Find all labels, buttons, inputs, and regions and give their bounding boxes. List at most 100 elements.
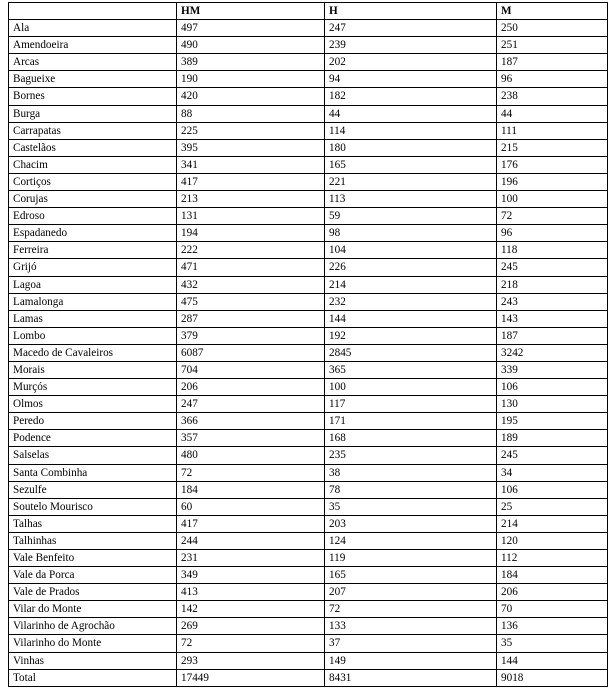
- cell-m: 111: [497, 122, 608, 139]
- cell-name: Peredo: [9, 413, 177, 430]
- cell-name: Total: [9, 669, 177, 686]
- cell-h: 37: [325, 635, 497, 652]
- cell-h: 133: [325, 618, 497, 635]
- cell-hm: 471: [177, 259, 325, 276]
- cell-m: 187: [497, 327, 608, 344]
- cell-hm: 366: [177, 413, 325, 430]
- table-row: Espadanedo1949896: [9, 225, 608, 242]
- cell-h: 221: [325, 173, 497, 190]
- cell-h: 104: [325, 242, 497, 259]
- cell-m: 251: [497, 37, 608, 54]
- table-row: Olmos247117130: [9, 396, 608, 413]
- cell-hm: 395: [177, 139, 325, 156]
- cell-hm: 417: [177, 515, 325, 532]
- cell-name: Vinhas: [9, 652, 177, 669]
- table-row: Sezulfe18478106: [9, 481, 608, 498]
- cell-name: Lamalonga: [9, 293, 177, 310]
- cell-h: 144: [325, 310, 497, 327]
- cell-name: Sezulfe: [9, 481, 177, 498]
- cell-h: 235: [325, 447, 497, 464]
- cell-m: 112: [497, 550, 608, 567]
- table-row: Vale da Porca349165184: [9, 567, 608, 584]
- cell-name: Cortiços: [9, 173, 177, 190]
- cell-name: Salselas: [9, 447, 177, 464]
- table-row: Vale de Prados413207206: [9, 584, 608, 601]
- header-h: H: [325, 3, 497, 20]
- table-row: Talhinhas244124120: [9, 532, 608, 549]
- header-m: M: [497, 3, 608, 20]
- table-row: Vilarinho de Agrochão269133136: [9, 618, 608, 635]
- cell-m: 106: [497, 481, 608, 498]
- cell-name: Vilar do Monte: [9, 601, 177, 618]
- table-row: Vale Benfeito231119112: [9, 550, 608, 567]
- cell-h: 119: [325, 550, 497, 567]
- cell-hm: 357: [177, 430, 325, 447]
- cell-name: Ferreira: [9, 242, 177, 259]
- cell-hm: 72: [177, 464, 325, 481]
- cell-h: 2845: [325, 344, 497, 361]
- table-row: Vilarinho do Monte723735: [9, 635, 608, 652]
- cell-name: Burga: [9, 105, 177, 122]
- cell-m: 218: [497, 276, 608, 293]
- header-hm: HM: [177, 3, 325, 20]
- table-row: Castelãos395180215: [9, 139, 608, 156]
- cell-hm: 142: [177, 601, 325, 618]
- cell-name: Macedo de Cavaleiros: [9, 344, 177, 361]
- table-row: Amendoeira490239251: [9, 37, 608, 54]
- cell-h: 117: [325, 396, 497, 413]
- cell-name: Talhinhas: [9, 532, 177, 549]
- cell-h: 72: [325, 601, 497, 618]
- cell-m: 25: [497, 498, 608, 515]
- cell-name: Bornes: [9, 88, 177, 105]
- cell-h: 232: [325, 293, 497, 310]
- cell-m: 96: [497, 71, 608, 88]
- cell-m: 136: [497, 618, 608, 635]
- cell-hm: 269: [177, 618, 325, 635]
- cell-h: 35: [325, 498, 497, 515]
- cell-name: Ala: [9, 20, 177, 37]
- table-row: Total1744984319018: [9, 669, 608, 686]
- cell-m: 243: [497, 293, 608, 310]
- population-table: HM H M Ala497247250Amendoeira490239251Ar…: [8, 2, 608, 687]
- table-row: Chacim341165176: [9, 156, 608, 173]
- cell-hm: 413: [177, 584, 325, 601]
- cell-hm: 88: [177, 105, 325, 122]
- cell-h: 100: [325, 379, 497, 396]
- cell-m: 34: [497, 464, 608, 481]
- cell-name: Vale da Porca: [9, 567, 177, 584]
- cell-name: Lamas: [9, 310, 177, 327]
- cell-hm: 184: [177, 481, 325, 498]
- cell-h: 239: [325, 37, 497, 54]
- table-row: Murçós206100106: [9, 379, 608, 396]
- header-name: [9, 3, 177, 20]
- cell-h: 165: [325, 156, 497, 173]
- cell-name: Vilarinho de Agrochão: [9, 618, 177, 635]
- cell-h: 203: [325, 515, 497, 532]
- cell-hm: 497: [177, 20, 325, 37]
- cell-m: 96: [497, 225, 608, 242]
- cell-m: 215: [497, 139, 608, 156]
- cell-name: Grijó: [9, 259, 177, 276]
- table-row: Macedo de Cavaleiros608728453242: [9, 344, 608, 361]
- cell-hm: 194: [177, 225, 325, 242]
- table-row: Lamas287144143: [9, 310, 608, 327]
- cell-h: 182: [325, 88, 497, 105]
- cell-hm: 60: [177, 498, 325, 515]
- cell-m: 196: [497, 173, 608, 190]
- cell-hm: 475: [177, 293, 325, 310]
- cell-name: Lombo: [9, 327, 177, 344]
- table-row: Lagoa432214218: [9, 276, 608, 293]
- cell-name: Santa Combinha: [9, 464, 177, 481]
- table-row: Peredo366171195: [9, 413, 608, 430]
- cell-name: Morais: [9, 361, 177, 378]
- cell-m: 189: [497, 430, 608, 447]
- table-row: Cortiços417221196: [9, 173, 608, 190]
- cell-name: Talhas: [9, 515, 177, 532]
- cell-hm: 231: [177, 550, 325, 567]
- table-row: Bornes420182238: [9, 88, 608, 105]
- cell-h: 168: [325, 430, 497, 447]
- table-row: Lombo379192187: [9, 327, 608, 344]
- cell-hm: 490: [177, 37, 325, 54]
- cell-h: 94: [325, 71, 497, 88]
- cell-name: Soutelo Mourisco: [9, 498, 177, 515]
